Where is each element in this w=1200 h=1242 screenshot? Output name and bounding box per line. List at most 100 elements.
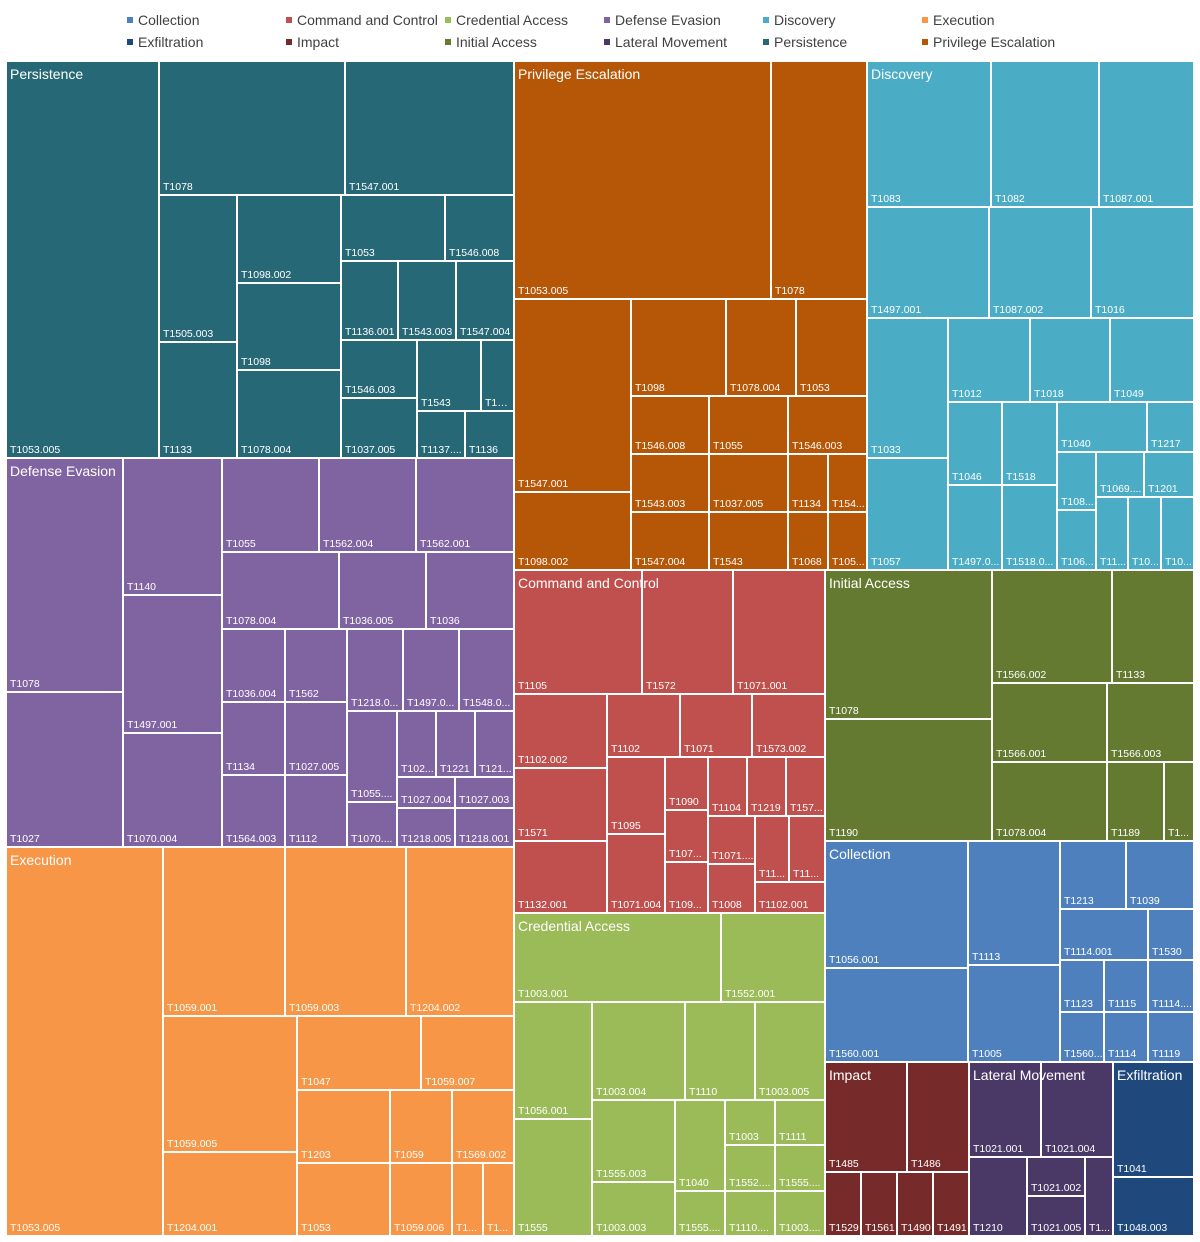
treemap-cell-label: T1497.0... [407,697,454,709]
treemap-cell-label: T1136.001 [345,326,395,338]
treemap-cell [785,756,826,817]
treemap-cell [866,317,949,459]
treemap-cell-label: T1071.001 [737,680,787,692]
treemap-cell-label: T1... [1168,827,1189,839]
treemap-cell [1160,496,1195,571]
treemap-cell-label: T1016 [1095,304,1125,316]
treemap-cell-label: T1055 [713,440,743,452]
treemap-cell [5,60,160,459]
treemap-cell [1001,484,1058,571]
treemap-cell-label: T1078.004 [226,615,276,627]
treemap-cell-label: T1036 [430,615,460,627]
treemap-cell-label: T1053.005 [10,1222,60,1234]
treemap-cell [415,457,515,553]
treemap-cell [236,282,342,371]
treemap-cell [1143,451,1195,498]
treemap-cell [346,628,404,712]
treemap-cell [284,628,348,703]
treemap-cell-label: T1102 [611,743,640,755]
treemap-cell-label: T1561 [865,1222,895,1234]
treemap-cell [664,861,709,914]
treemap-cell-label: T1571 [518,827,548,839]
treemap-cell [591,1001,686,1101]
treemap-cell-label: T1003.004 [596,1086,646,1098]
treemap-cell-label: T10... [1165,556,1192,568]
treemap-cell [158,194,238,343]
treemap-cell-label: T1003.003 [596,1222,646,1234]
treemap-cell-label: T1078 [829,705,859,717]
legend-item: Impact [286,34,339,50]
treemap-cell-label: T1... [487,1222,508,1234]
treemap-cell-label: T1555.... [679,1222,720,1234]
treemap-cell [988,206,1092,319]
treemap-cell-label: T1055.... [351,788,392,800]
treemap-cell-label: T1133 [1116,669,1145,681]
treemap-cell-label: T1102.002 [518,754,568,766]
treemap-cell-label: T1083 [871,193,901,205]
treemap-cell [5,457,124,693]
legend-item: Exfiltration [127,34,203,50]
treemap-cell-label: T1021.005 [1031,1222,1081,1234]
treemap-cell-label: T1078 [775,285,805,297]
treemap-cell-label: T1036.005 [343,615,393,627]
treemap-cell-label: T1... [1089,1222,1110,1234]
treemap-cell [122,732,223,848]
treemap-cell-label: T1070.004 [127,833,177,845]
treemap-cell [340,194,446,262]
treemap-cell-label: T1098.002 [241,269,291,281]
treemap-cell-label: T1033 [871,444,901,456]
treemap-cell-label: T157... [790,802,823,814]
treemap-cell-label: T1133 [163,444,192,456]
treemap-cell [122,594,223,734]
legend-swatch [445,17,451,23]
treemap-cell-label: T1115 [1108,998,1136,1010]
legend-item: Collection [127,12,199,28]
legend-label: Lateral Movement [615,34,728,50]
legend-swatch [763,17,769,23]
treemap-cell [464,410,515,459]
treemap-cell-label: T1012 [952,388,982,400]
treemap-cell-label: T1543 [421,397,451,409]
treemap-cell-label: T1027.004 [401,794,451,806]
treemap-cell-label: T1111 [779,1131,807,1143]
treemap-cell-label: T1059 [394,1149,424,1161]
treemap-group: T1485 T1486 T1529 T1561 T1490 T1491 Impact [824,1061,970,1237]
treemap-cell [866,457,949,571]
treemap-group-label: Exfiltration [1117,1067,1182,1083]
treemap-cell [725,298,797,397]
treemap-cell-label: T1204.002 [410,1002,460,1014]
treemap-cell-label: T1087.002 [993,304,1043,316]
treemap-cell-label: T1059.005 [167,1138,217,1150]
treemap-cell-label: T1027.005 [289,761,339,773]
treemap-cell-label: T1497.0... [952,556,999,568]
treemap-cell [795,298,868,397]
treemap-cell [1147,959,1195,1013]
legend-swatch [604,39,610,45]
legend-label: Initial Access [456,34,537,50]
treemap-cell-label: T1053 [301,1222,331,1234]
treemap-cell-label: T1562.001 [420,538,470,550]
treemap-cell [340,397,418,459]
treemap-cell [990,60,1100,208]
legend-label: Discovery [774,12,836,28]
treemap-cell-label: T1547.001 [518,478,568,490]
treemap-cell-label: T106... [1061,556,1094,568]
treemap-cell-label: T1547.001 [349,181,399,193]
treemap-cell-label: T1071.004 [611,899,661,911]
treemap-cell [787,395,868,455]
treemap-cell-label: T1518 [1006,471,1036,483]
treemap-cell-label: T1201 [1148,483,1178,495]
treemap-cell-label: T1071.... [712,850,753,862]
treemap-cell [474,710,515,778]
treemap-cell-label: T1087.001 [1103,193,1153,205]
treemap-cell-label: T121... [479,763,512,775]
treemap-cell [221,701,286,776]
treemap-cell-label: T1… [485,397,508,409]
treemap-cell-label: T1082 [995,193,1025,205]
treemap-cell-label: T1552.001 [725,988,775,1000]
treemap-cell-label: T1070.... [351,833,392,845]
treemap-cell-label: T1546.008 [635,440,685,452]
treemap-group: T1078 T1566.002 T1133 T1190 T1566.001 T1566.0… [824,569,1195,842]
treemap-cell [1098,60,1195,208]
